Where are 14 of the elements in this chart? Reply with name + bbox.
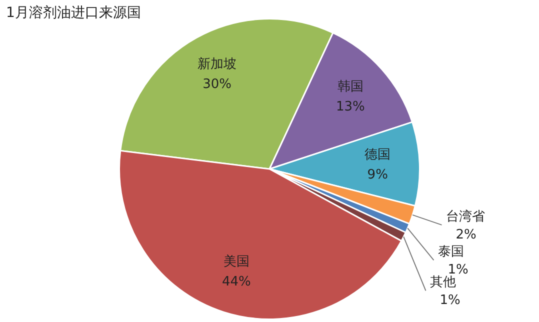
slice-label: 韩国 bbox=[337, 80, 364, 95]
data-label: 30% bbox=[202, 76, 232, 92]
slice-label: 泰国 bbox=[438, 244, 464, 260]
slice-label: 德国 bbox=[364, 148, 391, 163]
data-label: 9% bbox=[367, 168, 388, 183]
data-label: 44% bbox=[222, 274, 251, 290]
data-label: 13% bbox=[336, 100, 365, 115]
slice-label: 美国 bbox=[223, 253, 250, 270]
slice-label: 其他 bbox=[430, 275, 456, 290]
chart-title: 1月溶剂油进口来源国 bbox=[6, 4, 141, 22]
slice-label: 新加坡 bbox=[198, 56, 237, 72]
slice-label: 台湾省 bbox=[446, 208, 485, 224]
data-label: 2% bbox=[456, 227, 476, 242]
data-label: 1% bbox=[440, 293, 460, 308]
